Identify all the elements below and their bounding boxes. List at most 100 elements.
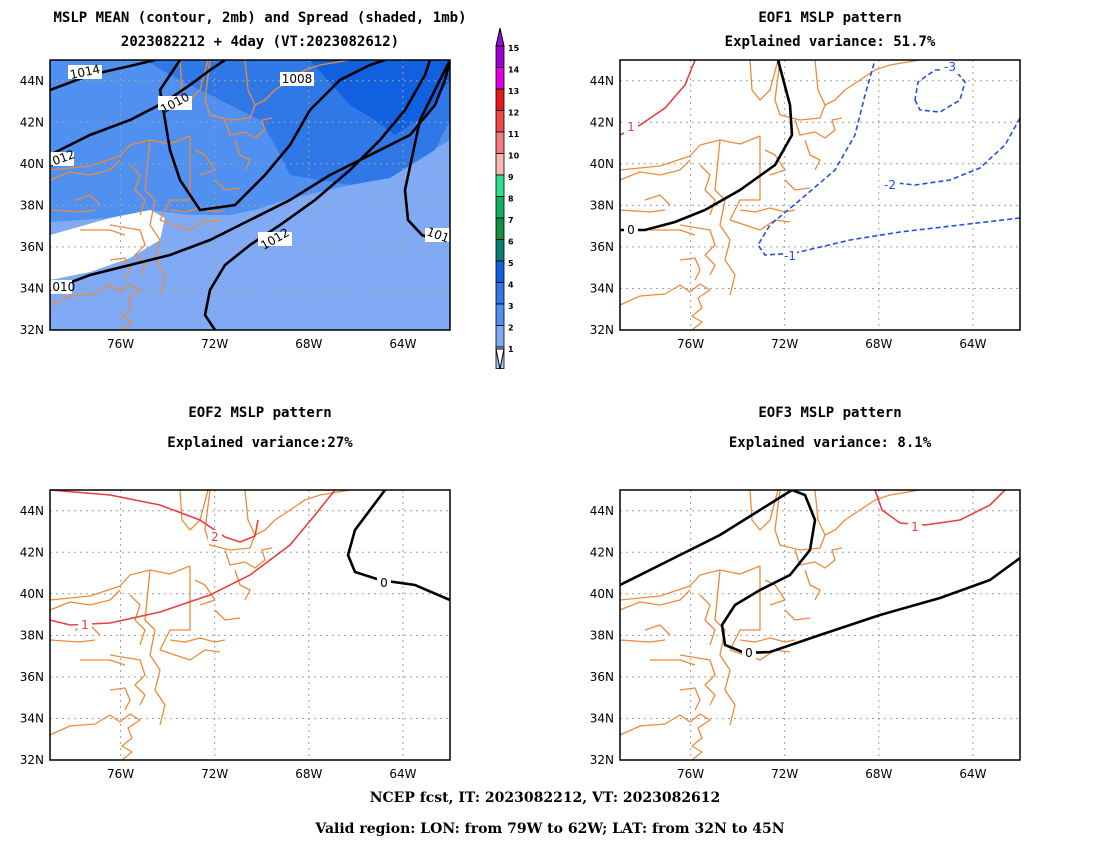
contour-label: 1	[911, 520, 919, 534]
contour-label: 1008	[282, 72, 313, 86]
colorbar-label: 14	[508, 66, 520, 75]
eof2-map: 2 1 0	[50, 490, 450, 760]
contour-label: 1	[627, 120, 635, 134]
colorbar-label: 13	[508, 87, 519, 96]
eof2-contour-zero	[346, 490, 450, 602]
eof3-contour-labels: 0 1	[742, 520, 922, 660]
eof2-contour-labels: 2 1 0	[78, 530, 391, 632]
lon-tick-label: 76W	[107, 337, 134, 351]
colorbar-label: 1	[508, 345, 514, 354]
lat-tick-label: 38N	[590, 628, 614, 642]
contour-label: 0	[627, 223, 635, 237]
footer-valid-region: Valid region: LON: from 79W to 62W; LAT:…	[314, 821, 784, 837]
lat-tick-label: 42N	[20, 115, 44, 129]
eof2-coastline	[50, 490, 351, 760]
lon-tick-label: 68W	[295, 337, 322, 351]
lat-tick-label: 44N	[20, 74, 44, 88]
lat-tick-label: 32N	[590, 323, 614, 337]
eof3-map: 0 1	[620, 490, 1020, 760]
eof2-panel: EOF2 MSLP pattern Explained variance:27%…	[49, 405, 451, 761]
lat-tick-label: 32N	[20, 753, 44, 767]
contour-label: 1	[81, 618, 89, 632]
lat-tick-label: 40N	[20, 587, 44, 601]
eof1-contour-labels: 1 0 -1 -2 -3	[624, 60, 960, 263]
colorbar-bottom-arrow	[495, 348, 505, 370]
eof1-contour-zero	[620, 60, 794, 232]
colorbar-label: 9	[508, 173, 514, 182]
contour-label: 1014	[69, 62, 102, 82]
eof1-coastline	[620, 60, 921, 330]
lat-tick-label: 42N	[590, 115, 614, 129]
colorbar-box	[495, 131, 505, 154]
colorbar-label: 10	[508, 152, 520, 161]
colorbar-top-arrow	[495, 27, 505, 47]
contour-label: 2	[211, 530, 219, 544]
lat-tick-label: 44N	[590, 74, 614, 88]
colorbar-label: 6	[508, 238, 514, 247]
lat-tick-label: 34N	[20, 282, 44, 296]
colorbar-box	[495, 153, 505, 176]
eof3-title-line2: Explained variance: 8.1%	[729, 435, 932, 451]
eof3-coastline	[620, 490, 921, 760]
colorbar-box	[495, 217, 505, 240]
eof3-panel: EOF3 MSLP pattern Explained variance: 8.…	[619, 405, 1021, 761]
lat-tick-label: 36N	[20, 240, 44, 254]
lon-tick-label: 72W	[771, 767, 798, 781]
eof1-title-line2: Explained variance: 51.7%	[725, 34, 936, 50]
colorbar-label: 15	[508, 44, 520, 53]
lat-tick-label: 44N	[590, 504, 614, 518]
contour-label: -1	[784, 249, 796, 263]
axis-tick-labels: 76W 72W 68W 64W 44N 42N 40N 38N 36N 34N 32N 76W 72W 6…	[20, 74, 987, 781]
colorbar-box	[495, 174, 505, 197]
contour-label: 0	[745, 646, 753, 660]
mean-title-line1: MSLP MEAN (contour, 2mb) and Spread (sha…	[53, 10, 466, 26]
contour-label: -2	[884, 178, 896, 192]
eof2-title-line2: Explained variance:27%	[167, 435, 353, 451]
eof3-frame	[619, 489, 1021, 761]
colorbar-label: 5	[508, 259, 514, 268]
lon-tick-label: 64W	[959, 337, 986, 351]
lat-tick-label: 40N	[590, 587, 614, 601]
colorbar-box	[495, 196, 505, 219]
colorbar-box	[495, 88, 505, 111]
lon-tick-label: 72W	[201, 337, 228, 351]
lon-tick-label: 68W	[865, 767, 892, 781]
lat-tick-label: 42N	[20, 545, 44, 559]
lon-tick-label: 76W	[677, 337, 704, 351]
lat-tick-label: 34N	[590, 282, 614, 296]
lon-tick-label: 76W	[677, 767, 704, 781]
colorbar-label: 2	[508, 324, 514, 333]
lon-tick-label: 68W	[295, 767, 322, 781]
eof1-map: 1 0 -1 -2 -3	[620, 60, 1020, 330]
lat-tick-label: 32N	[20, 323, 44, 337]
eof3-contour-zero	[620, 490, 1020, 655]
colorbar-label: 8	[508, 195, 514, 204]
lon-tick-label: 64W	[389, 337, 416, 351]
lat-tick-label: 40N	[20, 157, 44, 171]
colorbar-labels: 15 14 13 12 11 10 9 8 7 6 5 4 3 2 1	[508, 44, 520, 354]
mean-gridlines	[50, 60, 450, 330]
mean-panel: MSLP MEAN (contour, 2mb) and Spread (sha…	[45, 10, 467, 331]
colorbar-boxes	[495, 45, 505, 369]
colorbar-box	[495, 110, 505, 133]
colorbar-label: 12	[508, 109, 519, 118]
eof1-title-line1: EOF1 MSLP pattern	[758, 10, 901, 26]
lon-tick-label: 76W	[107, 767, 134, 781]
lat-tick-label: 42N	[590, 545, 614, 559]
lon-tick-label: 64W	[389, 767, 416, 781]
lat-tick-label: 38N	[20, 198, 44, 212]
eof1-contour-neg3	[914, 69, 966, 113]
lat-tick-label: 36N	[590, 670, 614, 684]
lat-tick-label: 36N	[20, 670, 44, 684]
eof1-contour-neg2	[887, 117, 1020, 186]
colorbar-label: 7	[508, 216, 514, 225]
lat-tick-label: 34N	[20, 712, 44, 726]
lat-tick-label: 44N	[20, 504, 44, 518]
spread-shade-below-1	[50, 210, 165, 280]
contour-label: 1010	[45, 280, 76, 294]
colorbar-box	[495, 239, 505, 262]
eof1-gridlines	[620, 60, 1020, 330]
colorbar-label: 3	[508, 302, 514, 311]
colorbar-label: 4	[508, 281, 514, 290]
